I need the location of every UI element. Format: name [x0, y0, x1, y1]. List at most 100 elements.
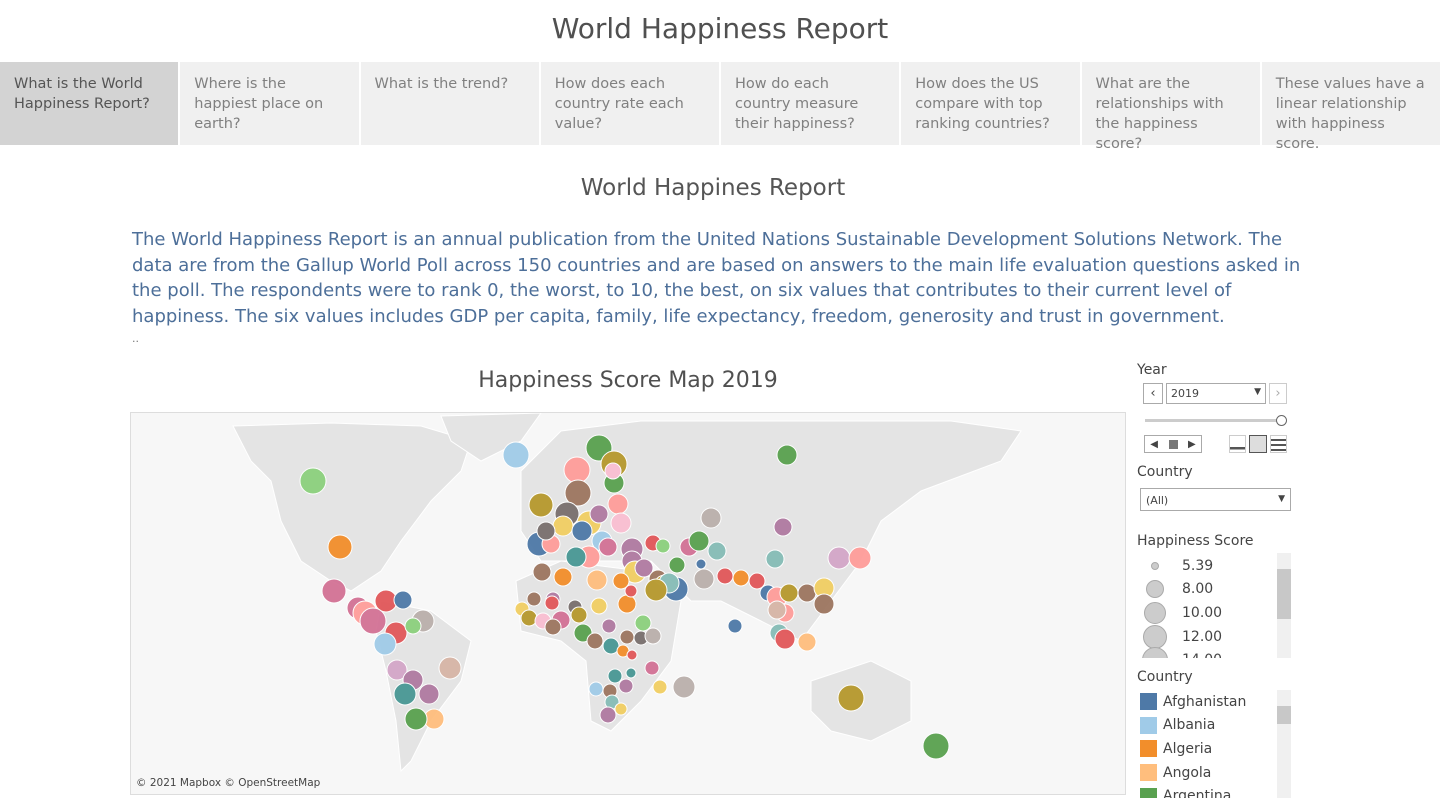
country-bubble[interactable] — [564, 479, 592, 507]
country-bubble[interactable] — [773, 517, 793, 537]
country-bubble[interactable] — [619, 629, 635, 645]
prev-button[interactable]: ‹ — [1143, 383, 1163, 404]
country-bubble[interactable] — [586, 569, 608, 591]
country-bubble[interactable] — [544, 595, 560, 611]
country-bubble[interactable] — [837, 684, 865, 712]
country-bubble[interactable] — [625, 667, 637, 679]
country-bubble[interactable] — [359, 607, 387, 635]
playback[interactable]: ◀ ▶ — [1144, 435, 1202, 453]
country-bubble[interactable] — [565, 546, 587, 568]
country-bubble[interactable] — [386, 659, 408, 681]
speed[interactable] — [1229, 435, 1287, 453]
country-bubble[interactable] — [502, 441, 530, 469]
country-bubble[interactable] — [779, 583, 799, 603]
country-bubble[interactable] — [526, 591, 542, 607]
country-bubble[interactable] — [327, 534, 353, 560]
country-bubble[interactable] — [655, 538, 671, 554]
country-bubble[interactable] — [589, 504, 609, 524]
country-bubble[interactable] — [634, 558, 654, 578]
scrollbar[interactable] — [1277, 553, 1291, 658]
country-bubble[interactable] — [617, 594, 637, 614]
country-bubble[interactable] — [604, 462, 622, 480]
tab[interactable]: What are the relationships with the happ… — [1081, 62, 1260, 152]
country-bubble[interactable] — [536, 521, 556, 541]
country-bubble[interactable] — [614, 702, 628, 716]
country-bubble[interactable] — [700, 507, 722, 529]
country-bubble[interactable] — [612, 572, 630, 590]
color-legend-item[interactable]: Afghanistan — [1140, 690, 1276, 714]
country-bubble[interactable] — [624, 584, 638, 598]
country-bubble[interactable] — [544, 618, 562, 636]
country-bubble[interactable] — [610, 512, 632, 534]
country-bubble[interactable] — [570, 606, 588, 624]
country-bubble[interactable] — [418, 683, 440, 705]
country-bubble[interactable] — [848, 546, 872, 570]
country-bubble[interactable] — [626, 649, 638, 661]
country-bubble[interactable] — [797, 583, 817, 603]
country-bubble[interactable] — [607, 668, 623, 684]
tab[interactable]: These values have a linear relationship … — [1261, 62, 1440, 152]
country-bubble[interactable] — [599, 706, 617, 724]
scrollbar[interactable] — [1277, 690, 1291, 798]
country-bubble[interactable] — [695, 558, 707, 570]
country-bubble[interactable] — [563, 456, 591, 484]
country-bubble[interactable] — [590, 597, 608, 615]
color-legend-item[interactable]: Algeria — [1140, 737, 1276, 761]
country-bubble[interactable] — [299, 467, 327, 495]
country-bubble[interactable] — [644, 578, 668, 602]
country-bubble[interactable] — [588, 681, 604, 697]
country-bubble[interactable] — [672, 675, 696, 699]
country-bubble[interactable] — [373, 632, 397, 656]
country-bubble[interactable] — [774, 628, 796, 650]
color-legend-item[interactable]: Angola — [1140, 761, 1276, 785]
tab[interactable]: How does each country rate each value? — [540, 62, 719, 145]
country-bubble[interactable] — [652, 679, 668, 695]
country-bubble[interactable] — [813, 593, 835, 615]
country-bubble[interactable] — [601, 618, 617, 634]
country-bubble[interactable] — [922, 732, 950, 760]
country-bubble[interactable] — [520, 609, 538, 627]
color-legend-item[interactable]: Argentina — [1140, 784, 1276, 798]
next-button[interactable]: › — [1269, 383, 1287, 404]
country-bubble[interactable] — [586, 632, 604, 650]
slider-thumb[interactable] — [1276, 415, 1287, 426]
map[interactable] — [130, 412, 1126, 795]
country-bubble[interactable] — [716, 567, 734, 585]
country-bubble[interactable] — [668, 556, 686, 574]
country-select[interactable]: (All) ▼ — [1140, 488, 1291, 511]
year-select[interactable]: 2019 ▼ — [1166, 383, 1266, 404]
country-bubble[interactable] — [707, 541, 727, 561]
country-bubble[interactable] — [404, 707, 428, 731]
country-bubble[interactable] — [552, 515, 574, 537]
country-bubble[interactable] — [634, 614, 652, 632]
country-bubble[interactable] — [644, 627, 662, 645]
country-bubble[interactable] — [732, 569, 750, 587]
tab[interactable]: How do each country measure their happin… — [721, 62, 900, 145]
country-bubble[interactable] — [748, 572, 766, 590]
country-bubble[interactable] — [321, 578, 347, 604]
color-legend-item[interactable]: Albania — [1140, 714, 1276, 738]
tab[interactable]: How does the US compare with top ranking… — [901, 62, 1080, 145]
country-bubble[interactable] — [532, 562, 552, 582]
country-bubble[interactable] — [607, 493, 629, 515]
country-bubble[interactable] — [393, 590, 413, 610]
country-bubble[interactable] — [767, 600, 787, 620]
country-bubble[interactable] — [776, 444, 798, 466]
country-bubble[interactable] — [571, 520, 593, 542]
country-bubble[interactable] — [644, 660, 660, 676]
tab[interactable]: Where is the happiest place on earth? — [180, 62, 359, 145]
country-bubble[interactable] — [727, 618, 743, 634]
country-bubble[interactable] — [765, 549, 785, 569]
tab[interactable]: What is the trend? — [360, 62, 539, 145]
country-bubble[interactable] — [404, 617, 422, 635]
country-bubble[interactable] — [393, 682, 417, 706]
country-bubble[interactable] — [688, 530, 710, 552]
country-bubble[interactable] — [598, 537, 618, 557]
country-bubble[interactable] — [438, 656, 462, 680]
country-bubble[interactable] — [528, 492, 554, 518]
country-bubble[interactable] — [618, 678, 634, 694]
tab[interactable]: What is the World Happiness Report? — [0, 62, 179, 145]
country-bubble[interactable] — [797, 632, 817, 652]
country-bubble[interactable] — [553, 567, 573, 587]
country-bubble[interactable] — [827, 546, 851, 570]
